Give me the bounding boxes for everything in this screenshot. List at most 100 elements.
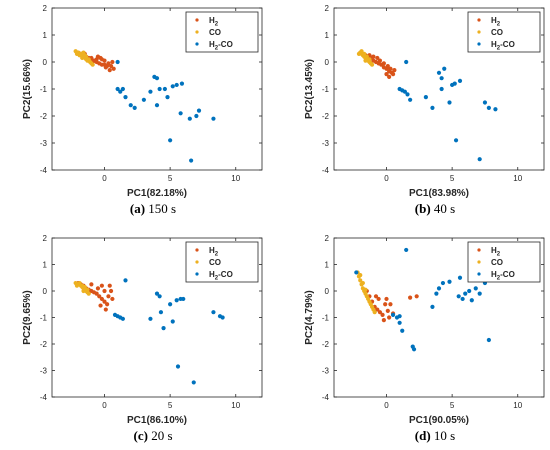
data-point	[128, 103, 133, 108]
data-point	[74, 51, 80, 57]
data-point	[439, 76, 444, 81]
data-point	[385, 308, 390, 313]
x-tick-label: 0	[384, 401, 389, 410]
data-point	[81, 50, 86, 55]
data-point	[82, 284, 87, 290]
data-point	[179, 81, 185, 86]
data-point	[358, 273, 363, 278]
y-tick-label: 0	[325, 287, 330, 296]
data-point	[102, 288, 107, 294]
x-axis-label: PC1(82.18%)	[127, 188, 187, 199]
y-tick-label: -4	[40, 166, 48, 175]
data-point	[154, 103, 160, 108]
x-tick-label: 5	[168, 401, 173, 410]
data-point	[95, 286, 101, 291]
series-3	[115, 59, 216, 163]
data-point	[157, 294, 162, 299]
data-point	[110, 296, 115, 302]
y-tick-label: 2	[325, 4, 330, 13]
y-tick-label: 0	[43, 287, 48, 296]
data-point	[405, 92, 410, 97]
legend-marker	[477, 272, 481, 276]
data-point	[108, 288, 114, 294]
data-point	[477, 157, 482, 162]
data-point	[358, 278, 363, 283]
data-point	[187, 116, 192, 121]
data-point	[106, 294, 111, 299]
series-2	[73, 49, 95, 67]
data-point	[383, 302, 388, 307]
legend-label: H2-CO	[209, 40, 233, 52]
data-point	[170, 84, 175, 89]
data-point	[99, 296, 104, 302]
data-point	[463, 291, 468, 296]
data-point	[404, 59, 409, 65]
legend-marker	[477, 18, 481, 22]
data-point	[430, 304, 435, 309]
data-point	[430, 105, 435, 110]
data-point	[356, 51, 362, 57]
data-point	[402, 89, 407, 94]
data-point	[400, 328, 405, 333]
data-point	[447, 279, 452, 284]
legend-label: H2-CO	[491, 270, 515, 282]
data-point	[375, 55, 380, 61]
y-tick-label: -2	[40, 340, 48, 349]
data-point	[362, 51, 367, 57]
data-point	[363, 287, 368, 292]
series-3	[354, 247, 491, 352]
data-point	[74, 283, 80, 288]
data-point	[161, 326, 166, 331]
data-point	[165, 95, 170, 100]
y-tick-label: -3	[40, 139, 48, 148]
y-tick-label: 1	[43, 261, 48, 270]
data-point	[397, 320, 402, 325]
data-point	[108, 63, 114, 69]
subplot-caption: (a) 150 s	[130, 201, 176, 216]
data-point	[473, 286, 478, 291]
data-point	[354, 270, 359, 275]
data-point	[118, 89, 123, 94]
data-point	[220, 315, 225, 320]
legend-label: H2	[491, 16, 501, 28]
data-point	[442, 66, 447, 71]
data-point	[148, 316, 153, 321]
legend-marker	[195, 248, 199, 252]
series-3	[397, 59, 498, 162]
data-point	[120, 86, 125, 92]
data-point	[191, 380, 196, 385]
data-point	[392, 68, 397, 73]
data-point	[493, 107, 498, 112]
data-point	[377, 310, 383, 315]
data-point	[371, 54, 376, 59]
data-point	[384, 72, 389, 77]
data-point	[363, 58, 368, 63]
legend-label: CO	[209, 258, 221, 267]
legend-label: H2	[209, 16, 219, 28]
data-point	[411, 347, 417, 352]
legend-marker	[195, 30, 199, 34]
y-tick-label: -1	[40, 314, 48, 323]
subplot-caption: (d) 10 s	[415, 428, 455, 443]
data-point	[377, 58, 383, 63]
data-point	[369, 62, 375, 67]
data-point	[387, 74, 392, 79]
y-tick-label: -4	[322, 393, 330, 402]
data-point	[367, 57, 372, 62]
data-point	[111, 66, 116, 71]
y-tick-label: -3	[322, 139, 330, 148]
data-point	[97, 294, 102, 299]
y-axis-label: PC2(4.79%)	[304, 290, 315, 344]
series-3	[112, 278, 225, 385]
data-point	[387, 315, 392, 320]
y-tick-label: 2	[43, 4, 48, 13]
data-point	[408, 295, 413, 300]
data-point	[381, 61, 386, 66]
data-point	[457, 275, 463, 280]
x-tick-label: 10	[231, 401, 240, 410]
data-point	[372, 310, 377, 315]
data-point	[388, 66, 393, 71]
subplot-caption: (b) 40 s	[415, 201, 455, 216]
